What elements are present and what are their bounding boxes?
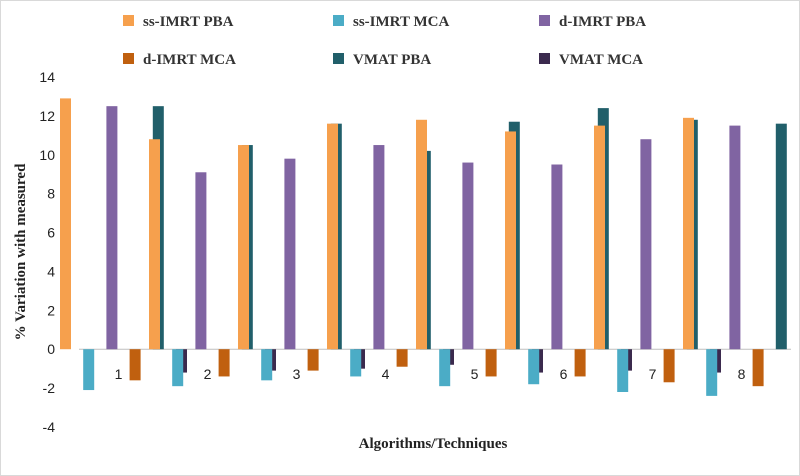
y-tick-label: 14 — [39, 69, 55, 85]
bar-d-imrt-pba-6 — [551, 164, 563, 350]
y-tick-label: -4 — [43, 419, 56, 435]
bar-d-imrt-mca-4 — [396, 349, 408, 367]
bar-d-imrt-pba-5 — [462, 162, 474, 350]
bar-ss-imrt-pba-8 — [683, 117, 694, 350]
bar-d-imrt-mca-3 — [307, 349, 319, 371]
bar-ss-imrt-pba-7 — [594, 125, 605, 350]
bar-ss-imrt-mca-5 — [439, 349, 451, 387]
x-category-label: 8 — [738, 366, 746, 382]
y-tick-label: 0 — [47, 341, 55, 357]
bar-d-imrt-pba-7 — [640, 139, 652, 350]
legend-label: ss-IMRT PBA — [143, 14, 234, 30]
legend-swatch — [123, 53, 134, 64]
bar-ss-imrt-mca-4 — [350, 349, 362, 377]
x-axis-title: Algorithms/Techniques — [359, 436, 508, 452]
y-tick-label: 12 — [39, 108, 55, 124]
x-category-label: 3 — [293, 366, 301, 382]
x-category-label: 2 — [204, 366, 212, 382]
bar-d-imrt-pba-1 — [106, 106, 118, 350]
bar-ss-imrt-pba-3 — [238, 145, 249, 350]
y-tick-label: 2 — [47, 302, 55, 318]
legend-swatch — [123, 15, 134, 26]
y-tick-label: 8 — [47, 186, 55, 202]
bar-ss-imrt-pba-1 — [60, 98, 71, 350]
x-category-label: 4 — [382, 366, 390, 382]
y-tick-label: 10 — [39, 147, 55, 163]
bar-d-imrt-pba-3 — [284, 158, 296, 350]
bar-d-imrt-mca-7 — [663, 349, 675, 383]
bar-d-imrt-mca-1 — [129, 349, 141, 381]
x-category-label: 1 — [115, 366, 123, 382]
y-axis-title: % Variation with measured — [13, 163, 29, 340]
bar-ss-imrt-mca-3 — [261, 349, 273, 381]
legend-label: d-IMRT MCA — [143, 52, 236, 68]
legend-label: VMAT PBA — [353, 52, 431, 68]
bar-ss-imrt-mca-7 — [617, 349, 629, 392]
bar-ss-imrt-pba-4 — [327, 123, 338, 350]
x-category-label: 5 — [471, 366, 479, 382]
legend-swatch — [333, 53, 344, 64]
legend-swatch — [333, 15, 344, 26]
bar-ss-imrt-mca-6 — [528, 349, 540, 385]
bar-ss-imrt-pba-6 — [505, 131, 516, 350]
bar-d-imrt-mca-8 — [752, 349, 764, 387]
y-tick-label: 4 — [47, 263, 55, 279]
bar-ss-imrt-mca-8 — [706, 349, 718, 396]
bar-vmat-pba-8 — [775, 123, 787, 350]
y-tick-label: -2 — [43, 380, 56, 396]
y-tick-label: 6 — [47, 225, 55, 241]
x-category-label: 7 — [649, 366, 657, 382]
bar-ss-imrt-pba-5 — [416, 119, 427, 350]
legend-label: ss-IMRT MCA — [353, 14, 449, 30]
legend-swatch — [539, 53, 550, 64]
bar-ss-imrt-mca-2 — [172, 349, 184, 387]
legend-label: VMAT MCA — [559, 52, 643, 68]
legend-swatch — [539, 15, 550, 26]
bar-ss-imrt-mca-1 — [83, 349, 95, 391]
bar-d-imrt-pba-4 — [373, 145, 385, 350]
legend-label: d-IMRT PBA — [559, 14, 646, 30]
bar-d-imrt-pba-8 — [729, 125, 741, 350]
bar-ss-imrt-pba-2 — [149, 139, 160, 350]
x-category-label: 6 — [560, 366, 568, 382]
bar-d-imrt-mca-5 — [485, 349, 497, 377]
bar-d-imrt-mca-2 — [218, 349, 230, 377]
bar-d-imrt-pba-2 — [195, 172, 207, 350]
bar-d-imrt-mca-6 — [574, 349, 586, 377]
